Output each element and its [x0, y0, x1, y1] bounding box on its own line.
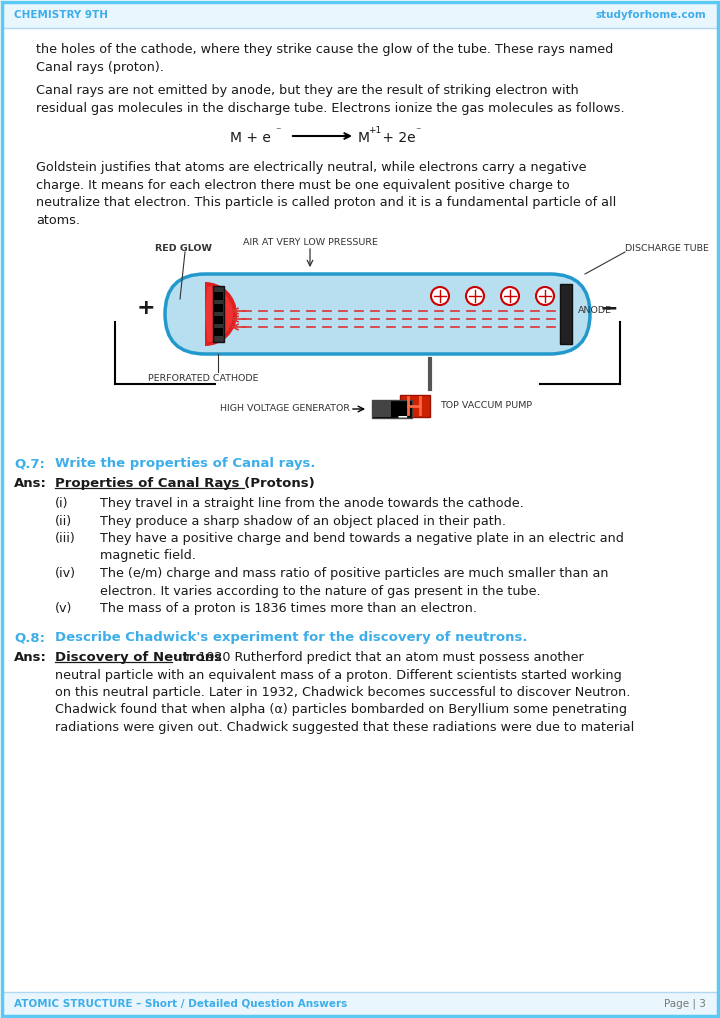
Text: AIR AT VERY LOW PRESSURE: AIR AT VERY LOW PRESSURE: [243, 238, 377, 247]
Text: Q.8:: Q.8:: [14, 631, 45, 644]
Bar: [214, 328, 223, 336]
Text: on this neutral particle. Later in 1932, Chadwick becomes successful to discover: on this neutral particle. Later in 1932,…: [55, 686, 631, 699]
Text: +: +: [470, 292, 480, 302]
Bar: [2, 2, 718, 29]
Circle shape: [501, 287, 519, 305]
Text: Discovery of Neutrons: Discovery of Neutrons: [55, 651, 222, 664]
Text: +: +: [541, 292, 549, 302]
Bar: [214, 304, 223, 312]
Text: TOP VACCUM PUMP: TOP VACCUM PUMP: [440, 401, 532, 410]
Text: M: M: [358, 131, 370, 145]
Text: neutralize that electron. This particle is called proton and it is a fundamental: neutralize that electron. This particle …: [36, 196, 616, 209]
Text: (iv): (iv): [55, 567, 76, 580]
Text: residual gas molecules in the discharge tube. Electrons ionize the gas molecules: residual gas molecules in the discharge …: [36, 102, 625, 114]
Text: The (e/m) charge and mass ratio of positive particles are much smaller than an: The (e/m) charge and mass ratio of posit…: [100, 567, 608, 580]
Text: charge. It means for each electron there must be one equivalent positive charge : charge. It means for each electron there…: [36, 178, 570, 191]
Text: studyforhome.com: studyforhome.com: [595, 10, 706, 20]
Text: Canal rays are not emitted by anode, but they are the result of striking electro: Canal rays are not emitted by anode, but…: [36, 84, 579, 97]
Text: : In 1920 Rutherford predict that an atom must possess another: : In 1920 Rutherford predict that an ato…: [174, 651, 583, 664]
Text: ATOMIC STRUCTURE – Short / Detailed Question Answers: ATOMIC STRUCTURE – Short / Detailed Ques…: [14, 999, 347, 1009]
Bar: [373, 401, 391, 417]
Text: Describe Chadwick's experiment for the discovery of neutrons.: Describe Chadwick's experiment for the d…: [55, 631, 528, 644]
Bar: [372, 400, 412, 418]
Text: HIGH VOLTAGE GENERATOR: HIGH VOLTAGE GENERATOR: [220, 404, 350, 413]
Text: +: +: [436, 292, 445, 302]
Bar: [2, 992, 718, 1016]
Text: Ans:: Ans:: [14, 476, 47, 490]
Text: ANODE: ANODE: [578, 306, 612, 315]
Wedge shape: [205, 286, 233, 342]
Text: ⁻: ⁻: [415, 126, 420, 136]
FancyBboxPatch shape: [165, 274, 590, 354]
Text: They produce a sharp shadow of an object placed in their path.: They produce a sharp shadow of an object…: [100, 514, 506, 527]
Text: electron. It varies according to the nature of gas present in the tube.: electron. It varies according to the nat…: [100, 584, 541, 598]
Text: +1: +1: [368, 126, 382, 135]
Bar: [213, 286, 224, 342]
Text: +: +: [377, 409, 387, 419]
Circle shape: [431, 287, 449, 305]
Text: Write the properties of Canal rays.: Write the properties of Canal rays.: [55, 457, 315, 470]
Text: radiations were given out. Chadwick suggested that these radiations were due to : radiations were given out. Chadwick sugg…: [55, 721, 634, 734]
Text: Chadwick found that when alpha (α) particles bombarded on Beryllium some penetra: Chadwick found that when alpha (α) parti…: [55, 703, 627, 717]
Text: −: −: [396, 409, 408, 423]
Text: (v): (v): [55, 602, 73, 615]
Text: Properties of Canal Rays (Protons): Properties of Canal Rays (Protons): [55, 476, 315, 490]
Text: RED GLOW: RED GLOW: [155, 244, 212, 253]
Bar: [214, 292, 223, 300]
Text: They travel in a straight line from the anode towards the cathode.: They travel in a straight line from the …: [100, 497, 523, 510]
Text: ⁻: ⁻: [275, 126, 281, 136]
Text: M + e: M + e: [230, 131, 271, 145]
Text: the holes of the cathode, where they strike cause the glow of the tube. These ra: the holes of the cathode, where they str…: [36, 43, 613, 56]
Bar: [400, 395, 430, 417]
Text: The mass of a proton is 1836 times more than an electron.: The mass of a proton is 1836 times more …: [100, 602, 477, 615]
Text: Goldstein justifies that atoms are electrically neutral, while electrons carry a: Goldstein justifies that atoms are elect…: [36, 161, 587, 174]
Text: +: +: [137, 298, 156, 318]
Circle shape: [466, 287, 484, 305]
Text: Q.7:: Q.7:: [14, 457, 45, 470]
FancyArrowPatch shape: [408, 401, 429, 412]
Bar: [560, 284, 572, 344]
Text: magnetic field.: magnetic field.: [100, 550, 196, 563]
Circle shape: [536, 287, 554, 305]
Wedge shape: [205, 282, 237, 346]
Text: DISCHARGE TUBE: DISCHARGE TUBE: [625, 244, 709, 253]
Text: Ans:: Ans:: [14, 651, 47, 664]
Text: Canal rays (proton).: Canal rays (proton).: [36, 60, 164, 73]
Text: neutral particle with an equivalent mass of a proton. Different scientists start: neutral particle with an equivalent mass…: [55, 669, 622, 681]
Text: + 2e: + 2e: [378, 131, 415, 145]
Text: (iii): (iii): [55, 532, 76, 545]
Text: (i): (i): [55, 497, 68, 510]
Text: They have a positive charge and bend towards a negative plate in an electric and: They have a positive charge and bend tow…: [100, 532, 624, 545]
Text: (ii): (ii): [55, 514, 72, 527]
Text: Page | 3: Page | 3: [664, 999, 706, 1009]
Text: CHEMISTRY 9TH: CHEMISTRY 9TH: [14, 10, 108, 20]
Text: PERFORATED CATHODE: PERFORATED CATHODE: [148, 374, 258, 383]
Bar: [214, 316, 223, 324]
Text: atoms.: atoms.: [36, 214, 80, 226]
Text: −: −: [600, 298, 618, 318]
Text: +: +: [505, 292, 515, 302]
